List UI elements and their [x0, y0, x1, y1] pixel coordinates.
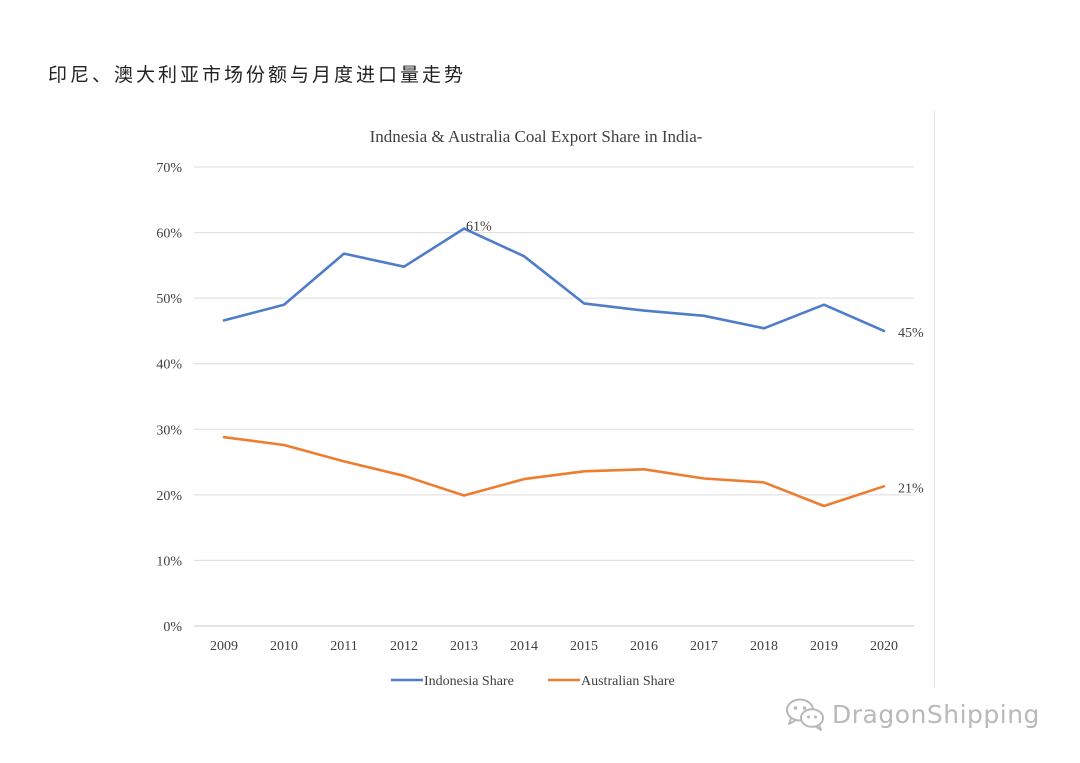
- y-tick-label: 70%: [156, 161, 182, 176]
- data-labels: 61% 45% 21%: [466, 220, 924, 497]
- series-lines: [222, 227, 886, 508]
- data-label: 21%: [898, 481, 924, 496]
- x-tick-label: 2020: [870, 639, 898, 654]
- x-tick-label: 2016: [630, 639, 658, 654]
- page-heading: 印尼、澳大利亚市场份额与月度进口量走势: [48, 64, 467, 86]
- australian-share-line: [222, 435, 886, 508]
- x-axis-tick-labels: 2009 2010 2011 2012 2013 2014 2015 2016 2017 2018…: [210, 639, 898, 654]
- y-tick-label: 60%: [156, 227, 182, 242]
- wechat-icon: [786, 698, 824, 731]
- y-tick-label: 30%: [156, 423, 182, 438]
- y-tick-label: 0%: [163, 620, 182, 635]
- x-tick-label: 2014: [510, 639, 538, 654]
- x-tick-label: 2009: [210, 639, 238, 654]
- x-tick-label: 2019: [810, 639, 838, 654]
- gridlines: [194, 166, 914, 627]
- indonesia-share-line: [222, 227, 886, 333]
- watermark-text: DragonShipping: [832, 699, 1040, 729]
- x-tick-label: 2018: [750, 639, 778, 654]
- y-tick-label: 50%: [156, 292, 182, 307]
- y-tick-label: 20%: [156, 489, 182, 504]
- data-label: 61%: [466, 220, 492, 235]
- x-tick-label: 2010: [270, 639, 298, 654]
- y-tick-label: 10%: [156, 554, 182, 569]
- y-tick-label: 40%: [156, 358, 182, 373]
- y-axis-tick-labels: 0% 10% 20% 30% 40% 50% 60% 70%: [156, 161, 182, 635]
- x-tick-label: 2017: [690, 639, 718, 654]
- x-tick-label: 2012: [390, 639, 418, 654]
- watermark: DragonShipping: [784, 694, 1040, 734]
- chart-title: Indnesia & Australia Coal Export Share i…: [370, 127, 703, 146]
- x-tick-label: 2015: [570, 639, 598, 654]
- data-label: 45%: [898, 326, 924, 341]
- x-tick-label: 2013: [450, 639, 478, 654]
- x-tick-label: 2011: [330, 639, 357, 654]
- legend-label: Indonesia Share: [424, 674, 514, 689]
- legend: Indonesia Share Australian Share: [391, 674, 675, 689]
- legend-label: Australian Share: [581, 674, 675, 689]
- panel-divider: [934, 110, 935, 688]
